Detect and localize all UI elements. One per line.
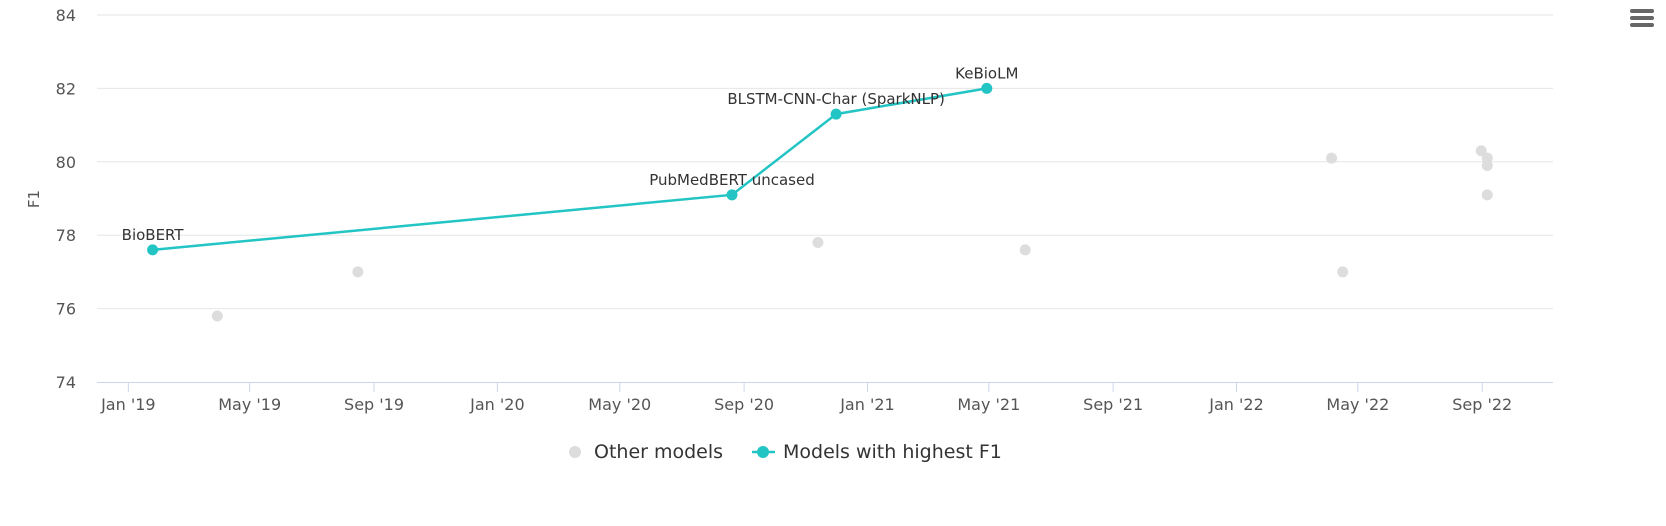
x-tick-label: Sep '19	[344, 395, 404, 414]
highest-f1-point[interactable]	[981, 82, 993, 94]
point-labels: BioBERT PubMedBERT uncased BLSTM-CNN-Char …	[122, 64, 1019, 243]
other-model-point[interactable]	[1475, 145, 1487, 157]
x-tick-label: Jan '22	[1208, 395, 1264, 414]
grid-lines	[97, 14, 1553, 310]
legend-item-other-models[interactable]: Other models	[569, 441, 723, 463]
x-tick-label: Sep '20	[714, 395, 774, 414]
hamburger-menu-icon[interactable]	[1628, 6, 1656, 30]
series-layer	[147, 82, 1493, 322]
menu-bar	[1630, 9, 1654, 13]
x-tick-label: Jan '21	[839, 395, 895, 414]
x-tick-label: Sep '22	[1452, 395, 1512, 414]
y-axis: 74 76 78 80 82 84	[56, 6, 76, 392]
menu-bar	[1630, 16, 1654, 20]
y-tick-label: 76	[56, 300, 76, 319]
legend-label-highest-f1: Models with highest F1	[783, 441, 1002, 463]
other-model-point[interactable]	[1019, 244, 1031, 256]
highest-f1-point[interactable]	[726, 189, 738, 201]
y-axis-title: F1	[25, 190, 43, 208]
x-tick-label: Sep '21	[1083, 395, 1143, 414]
y-tick-label: 80	[56, 153, 76, 172]
other-model-point[interactable]	[1481, 159, 1493, 171]
y-tick-label: 84	[56, 6, 76, 25]
y-tick-label: 82	[56, 79, 76, 98]
x-tick-label: May '19	[218, 395, 281, 414]
legend-label-other-models: Other models	[594, 441, 723, 463]
x-tick-label: May '20	[588, 395, 651, 414]
other-model-point[interactable]	[812, 237, 824, 249]
other-model-point[interactable]	[1326, 152, 1338, 164]
point-label: KeBioLM	[955, 64, 1018, 82]
legend-marker-other-models	[569, 446, 581, 458]
highest-f1-line	[152, 87, 987, 252]
x-tick-label: Jan '19	[100, 395, 156, 414]
point-label: BioBERT	[122, 226, 185, 244]
x-tick-label: Jan '20	[469, 395, 525, 414]
x-axis: Jan '19 May '19 Sep '19 Jan '20 May '20 Sep '…	[97, 382, 1553, 414]
menu-bar	[1630, 23, 1654, 27]
other-model-point[interactable]	[211, 310, 223, 322]
legend-marker-highest-f1	[757, 446, 769, 458]
other-model-point[interactable]	[1481, 189, 1493, 201]
highest-f1-point[interactable]	[830, 108, 842, 120]
other-model-point[interactable]	[352, 266, 364, 278]
legend-item-highest-f1[interactable]: Models with highest F1	[752, 441, 1002, 463]
y-tick-label: 74	[56, 373, 76, 392]
point-label: BLSTM-CNN-Char (SparkNLP)	[727, 90, 945, 108]
highest-f1-point[interactable]	[147, 244, 159, 256]
x-tick-label: May '21	[957, 395, 1020, 414]
point-label: PubMedBERT uncased	[649, 171, 815, 189]
y-tick-label: 78	[56, 226, 76, 245]
x-tick-label: May '22	[1326, 395, 1389, 414]
other-model-point[interactable]	[1337, 266, 1349, 278]
legend: Other models Models with highest F1	[569, 441, 1002, 463]
